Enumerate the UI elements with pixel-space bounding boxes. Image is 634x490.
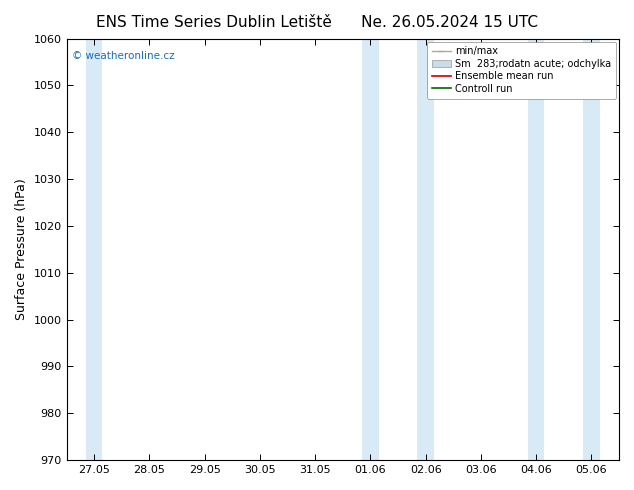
Bar bbox=[528, 39, 545, 460]
Legend: min/max, Sm  283;rodatn acute; odchylka, Ensemble mean run, Controll run: min/max, Sm 283;rodatn acute; odchylka, … bbox=[427, 42, 616, 98]
Y-axis label: Surface Pressure (hPa): Surface Pressure (hPa) bbox=[15, 178, 28, 320]
Bar bbox=[583, 39, 600, 460]
Bar bbox=[86, 39, 103, 460]
Bar bbox=[417, 39, 434, 460]
Bar bbox=[362, 39, 378, 460]
Text: © weatheronline.cz: © weatheronline.cz bbox=[72, 51, 175, 61]
Text: ENS Time Series Dublin Letiště      Ne. 26.05.2024 15 UTC: ENS Time Series Dublin Letiště Ne. 26.05… bbox=[96, 15, 538, 30]
